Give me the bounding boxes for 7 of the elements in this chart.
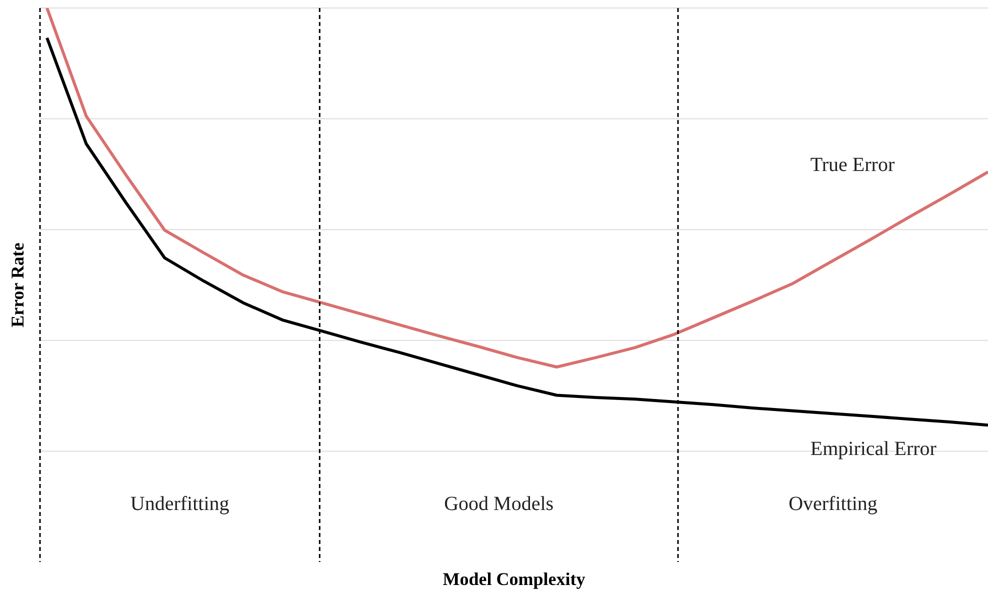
text: True Error — [810, 154, 895, 177]
annotation: Overfitting — [788, 493, 878, 515]
annotation: Underfitting — [130, 493, 230, 515]
x-axis-title: Model Complexity — [442, 569, 586, 590]
series-label: Empirical Error — [810, 438, 936, 462]
y-axis-title: Error Rate — [8, 242, 28, 328]
annotation: Good Models — [444, 493, 554, 515]
